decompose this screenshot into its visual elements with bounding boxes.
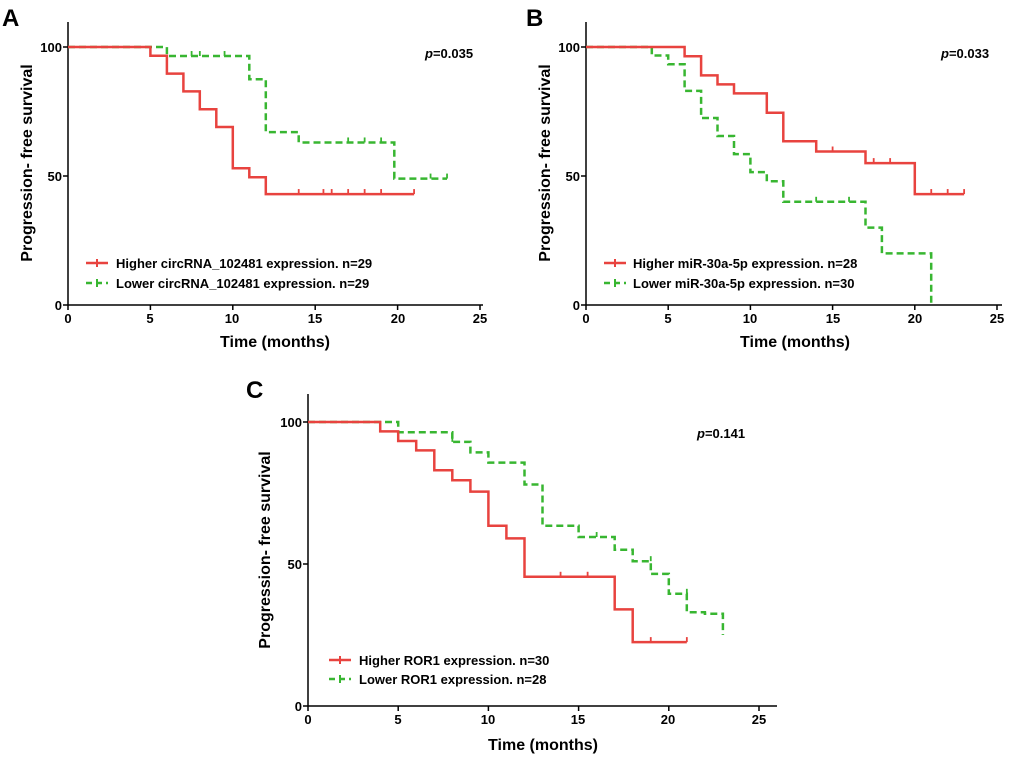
- panel-a-p-value: p=0.035: [424, 46, 473, 61]
- panel-b-x-title: Time (months): [740, 334, 850, 351]
- panel-c-xtick-0: 0: [304, 712, 311, 727]
- panel-c-xtick-20: 20: [661, 712, 675, 727]
- panel-a-legend: Higher circRNA_102481 expression. n=29 L…: [86, 256, 372, 291]
- panel-c-legend-lower: Lower ROR1 expression. n=28: [359, 672, 546, 687]
- panel-b-y-title: Progression- free survival: [537, 64, 554, 261]
- panel-c-ytick-0: 0: [295, 699, 302, 714]
- panel-b-legend-higher: Higher miR-30a-5p expression. n=28: [633, 256, 857, 271]
- panel-a-xtick-0: 0: [64, 311, 71, 326]
- panel-a-curve-lower: [68, 45, 447, 180]
- panel-c-p-symbol: p: [696, 426, 705, 441]
- panel-a-ytick-100: 100: [40, 40, 62, 55]
- panel-c-ytick-50: 50: [288, 557, 302, 572]
- panel-c-label: C: [246, 377, 263, 404]
- panel-b-ytick-100: 100: [558, 40, 580, 55]
- panel-c-xtick-15: 15: [571, 712, 585, 727]
- panel-a: A 0 50 100 0 5 10 15 20 25 Time (months)…: [2, 5, 487, 351]
- panel-b-xtick-5: 5: [664, 311, 671, 326]
- panel-b-xtick-0: 0: [582, 311, 589, 326]
- panel-b-curve-higher: [586, 45, 965, 196]
- panel-b-xtick-25: 25: [990, 311, 1004, 326]
- panel-a-p-number: =0.035: [433, 46, 473, 61]
- panel-b-xtick-20: 20: [908, 311, 922, 326]
- panel-c-curve-lower: [308, 420, 725, 635]
- panel-b-p-symbol: p: [940, 46, 949, 61]
- panel-b-ticks: [581, 46, 998, 310]
- panel-b-ytick-50: 50: [566, 169, 580, 184]
- panel-c-ticks: [303, 421, 760, 711]
- panel-a-ytick-0: 0: [55, 298, 62, 313]
- panel-b-legend-lower: Lower miR-30a-5p expression. n=30: [633, 276, 854, 291]
- panel-a-xtick-15: 15: [308, 311, 322, 326]
- panel-b: B 0 50 100 0 5 10 15 20 25 Time (months)…: [526, 5, 1004, 351]
- panel-c-curve-higher: [308, 420, 687, 644]
- panel-b-xtick-15: 15: [826, 311, 840, 326]
- panel-c-xtick-10: 10: [481, 712, 495, 727]
- panel-b-ytick-0: 0: [573, 298, 580, 313]
- panel-a-curve-higher: [68, 45, 415, 196]
- panel-b-p-value: p=0.033: [940, 46, 989, 61]
- panel-a-xtick-10: 10: [225, 311, 239, 326]
- panel-a-legend-lower: Lower circRNA_102481 expression. n=29: [116, 276, 369, 291]
- panel-b-p-number: =0.033: [949, 46, 989, 61]
- panel-c: C 0 50 100 0 5 10 15 20 25 Time (months)…: [246, 377, 777, 754]
- panel-a-xtick-5: 5: [146, 311, 153, 326]
- panel-c-p-value: p=0.141: [696, 426, 745, 441]
- panel-a-legend-higher: Higher circRNA_102481 expression. n=29: [116, 256, 372, 271]
- panel-a-x-title: Time (months): [220, 334, 330, 351]
- panel-c-p-number: =0.141: [705, 426, 745, 441]
- panel-b-legend: Higher miR-30a-5p expression. n=28 Lower…: [604, 256, 857, 291]
- panel-b-curve-lower: [586, 45, 933, 305]
- panel-a-label: A: [2, 5, 19, 32]
- panel-b-xtick-10: 10: [743, 311, 757, 326]
- panel-a-ticks: [63, 46, 481, 310]
- panel-c-xtick-25: 25: [752, 712, 766, 727]
- panel-a-xtick-25: 25: [473, 311, 487, 326]
- panel-c-y-title: Progression- free survival: [257, 451, 274, 648]
- panel-a-ytick-50: 50: [48, 169, 62, 184]
- panel-b-label: B: [526, 5, 543, 32]
- panel-c-xtick-5: 5: [394, 712, 401, 727]
- panel-c-ytick-100: 100: [280, 415, 302, 430]
- panel-a-p-symbol: p: [424, 46, 433, 61]
- panel-a-xtick-20: 20: [391, 311, 405, 326]
- panel-c-x-title: Time (months): [488, 737, 598, 754]
- panel-c-legend: Higher ROR1 expression. n=30 Lower ROR1 …: [329, 653, 549, 687]
- panel-a-y-title: Progression- free survival: [19, 64, 36, 261]
- panel-c-legend-higher: Higher ROR1 expression. n=30: [359, 653, 549, 668]
